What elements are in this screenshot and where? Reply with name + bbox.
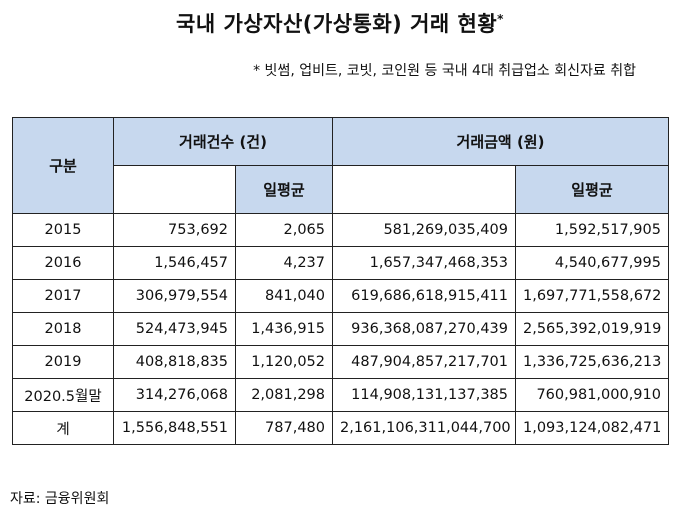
- table-row: 2020.5월말 314,276,068 2,081,298 114,908,131,…: [12, 378, 669, 412]
- header-count-total: [113, 165, 236, 214]
- amount-cell: 936,368,087,270,439: [332, 312, 516, 346]
- table-row: 2017 306,979,554 841,040 619,686,618,915,41…: [12, 279, 669, 313]
- amount-cell: 114,908,131,137,385: [332, 378, 516, 412]
- header-count-group: 거래건수 (건): [113, 117, 333, 166]
- header-amount-total: [332, 165, 516, 214]
- count-cell: 524,473,945: [113, 312, 236, 346]
- row-label-cell: 2020.5월말: [12, 378, 114, 412]
- header-category: 구분: [12, 117, 114, 214]
- title-footnote-mark: *: [497, 12, 504, 26]
- row-label-cell: 2015: [12, 213, 114, 247]
- header-count-daily-avg: 일평균: [235, 165, 333, 214]
- title-text: 국내 가상자산(가상통화) 거래 현황: [176, 12, 498, 36]
- row-label-cell: 2017: [12, 279, 114, 313]
- count-cell: 408,818,835: [113, 345, 236, 379]
- count-cell: 753,692: [113, 213, 236, 247]
- row-label-cell: 2019: [12, 345, 114, 379]
- header-amount-group: 거래금액 (원): [332, 117, 669, 166]
- footnote: * 빗썸, 업비트, 코빗, 코인원 등 국내 4대 취급업소 회신자료 취합: [253, 63, 636, 79]
- amount-avg-cell: 1,697,771,558,672: [515, 279, 669, 313]
- count-cell: 1,546,457: [113, 246, 236, 280]
- amount-cell: 487,904,857,217,701: [332, 345, 516, 379]
- amount-cell: 581,269,035,409: [332, 213, 516, 247]
- table-row: 2019 408,818,835 1,120,052 487,904,857,217,…: [12, 345, 669, 379]
- amount-avg-cell: 760,981,000,910: [515, 378, 669, 412]
- table-body: 2015 753,692 2,065 581,269,035,409 1,592,517…: [12, 213, 669, 445]
- amount-avg-cell: 1,336,725,636,213: [515, 345, 669, 379]
- source-note: 자료: 금융위원회: [10, 491, 110, 507]
- count-avg-cell: 2,081,298: [235, 378, 333, 412]
- header-amount-daily-avg: 일평균: [515, 165, 669, 214]
- count-avg-cell: 2,065: [235, 213, 333, 247]
- amount-avg-cell: 2,565,392,019,919: [515, 312, 669, 346]
- amount-avg-cell: 1,093,124,082,471: [515, 411, 669, 445]
- count-cell: 1,556,848,551: [113, 411, 236, 445]
- table-row: 2015 753,692 2,065 581,269,035,409 1,592,517…: [12, 213, 669, 247]
- count-avg-cell: 4,237: [235, 246, 333, 280]
- count-cell: 314,276,068: [113, 378, 236, 412]
- amount-avg-cell: 4,540,677,995: [515, 246, 669, 280]
- count-avg-cell: 787,480: [235, 411, 333, 445]
- amount-cell: 1,657,347,468,353: [332, 246, 516, 280]
- table-row: 2018 524,473,945 1,436,915 936,368,087,270,…: [12, 312, 669, 346]
- table-row: 2016 1,546,457 4,237 1,657,347,468,353 4,540…: [12, 246, 669, 280]
- subheader-row: 일평균 일평균: [13, 165, 669, 214]
- amount-cell: 619,686,618,915,411: [332, 279, 516, 313]
- count-avg-cell: 841,040: [235, 279, 333, 313]
- trade-stats-table: 구분 거래건수 (건) 거래금액 (원) 일평균 일평균 2015 753,692…: [12, 117, 669, 445]
- amount-cell: 2,161,106,311,044,700: [332, 411, 516, 445]
- row-label-cell: 계: [12, 411, 114, 445]
- row-label-cell: 2018: [12, 312, 114, 346]
- page-title: 국내 가상자산(가상통화) 거래 현황*: [0, 8, 680, 38]
- count-avg-cell: 1,120,052: [235, 345, 333, 379]
- table-row: 계 1,556,848,551 787,480 2,161,106,311,044,7…: [12, 411, 669, 445]
- count-cell: 306,979,554: [113, 279, 236, 313]
- amount-avg-cell: 1,592,517,905: [515, 213, 669, 247]
- row-label-cell: 2016: [12, 246, 114, 280]
- count-avg-cell: 1,436,915: [235, 312, 333, 346]
- header-row: 구분 거래건수 (건) 거래금액 (원): [12, 117, 669, 214]
